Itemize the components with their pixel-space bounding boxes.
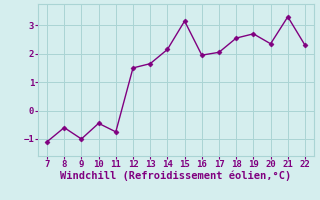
X-axis label: Windchill (Refroidissement éolien,°C): Windchill (Refroidissement éolien,°C) (60, 171, 292, 181)
